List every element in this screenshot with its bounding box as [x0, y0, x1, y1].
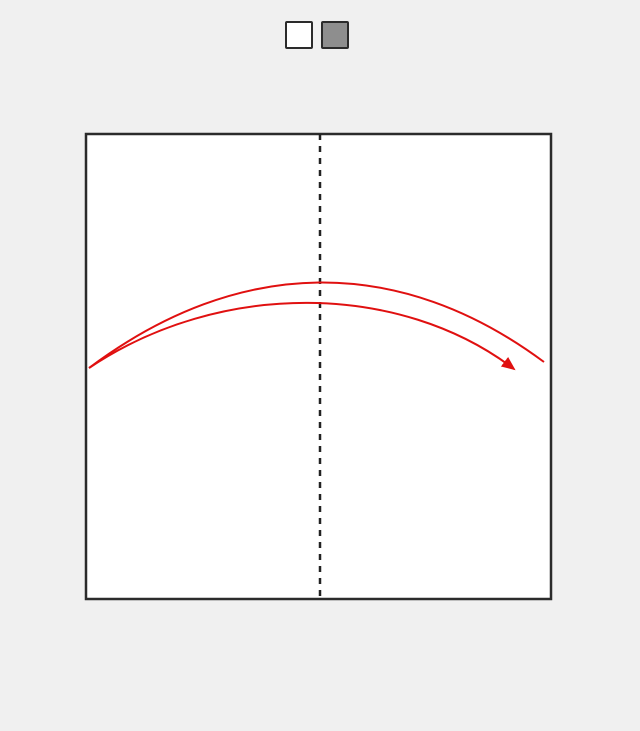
- legend-front-swatch: [285, 21, 313, 49]
- paper-square: [84, 132, 553, 601]
- fold-arrow-lower-arc: [88, 301, 516, 371]
- fold-arrow-upper-arc: [88, 281, 545, 369]
- legend-back-swatch: [321, 21, 349, 49]
- color-legend: [285, 21, 349, 49]
